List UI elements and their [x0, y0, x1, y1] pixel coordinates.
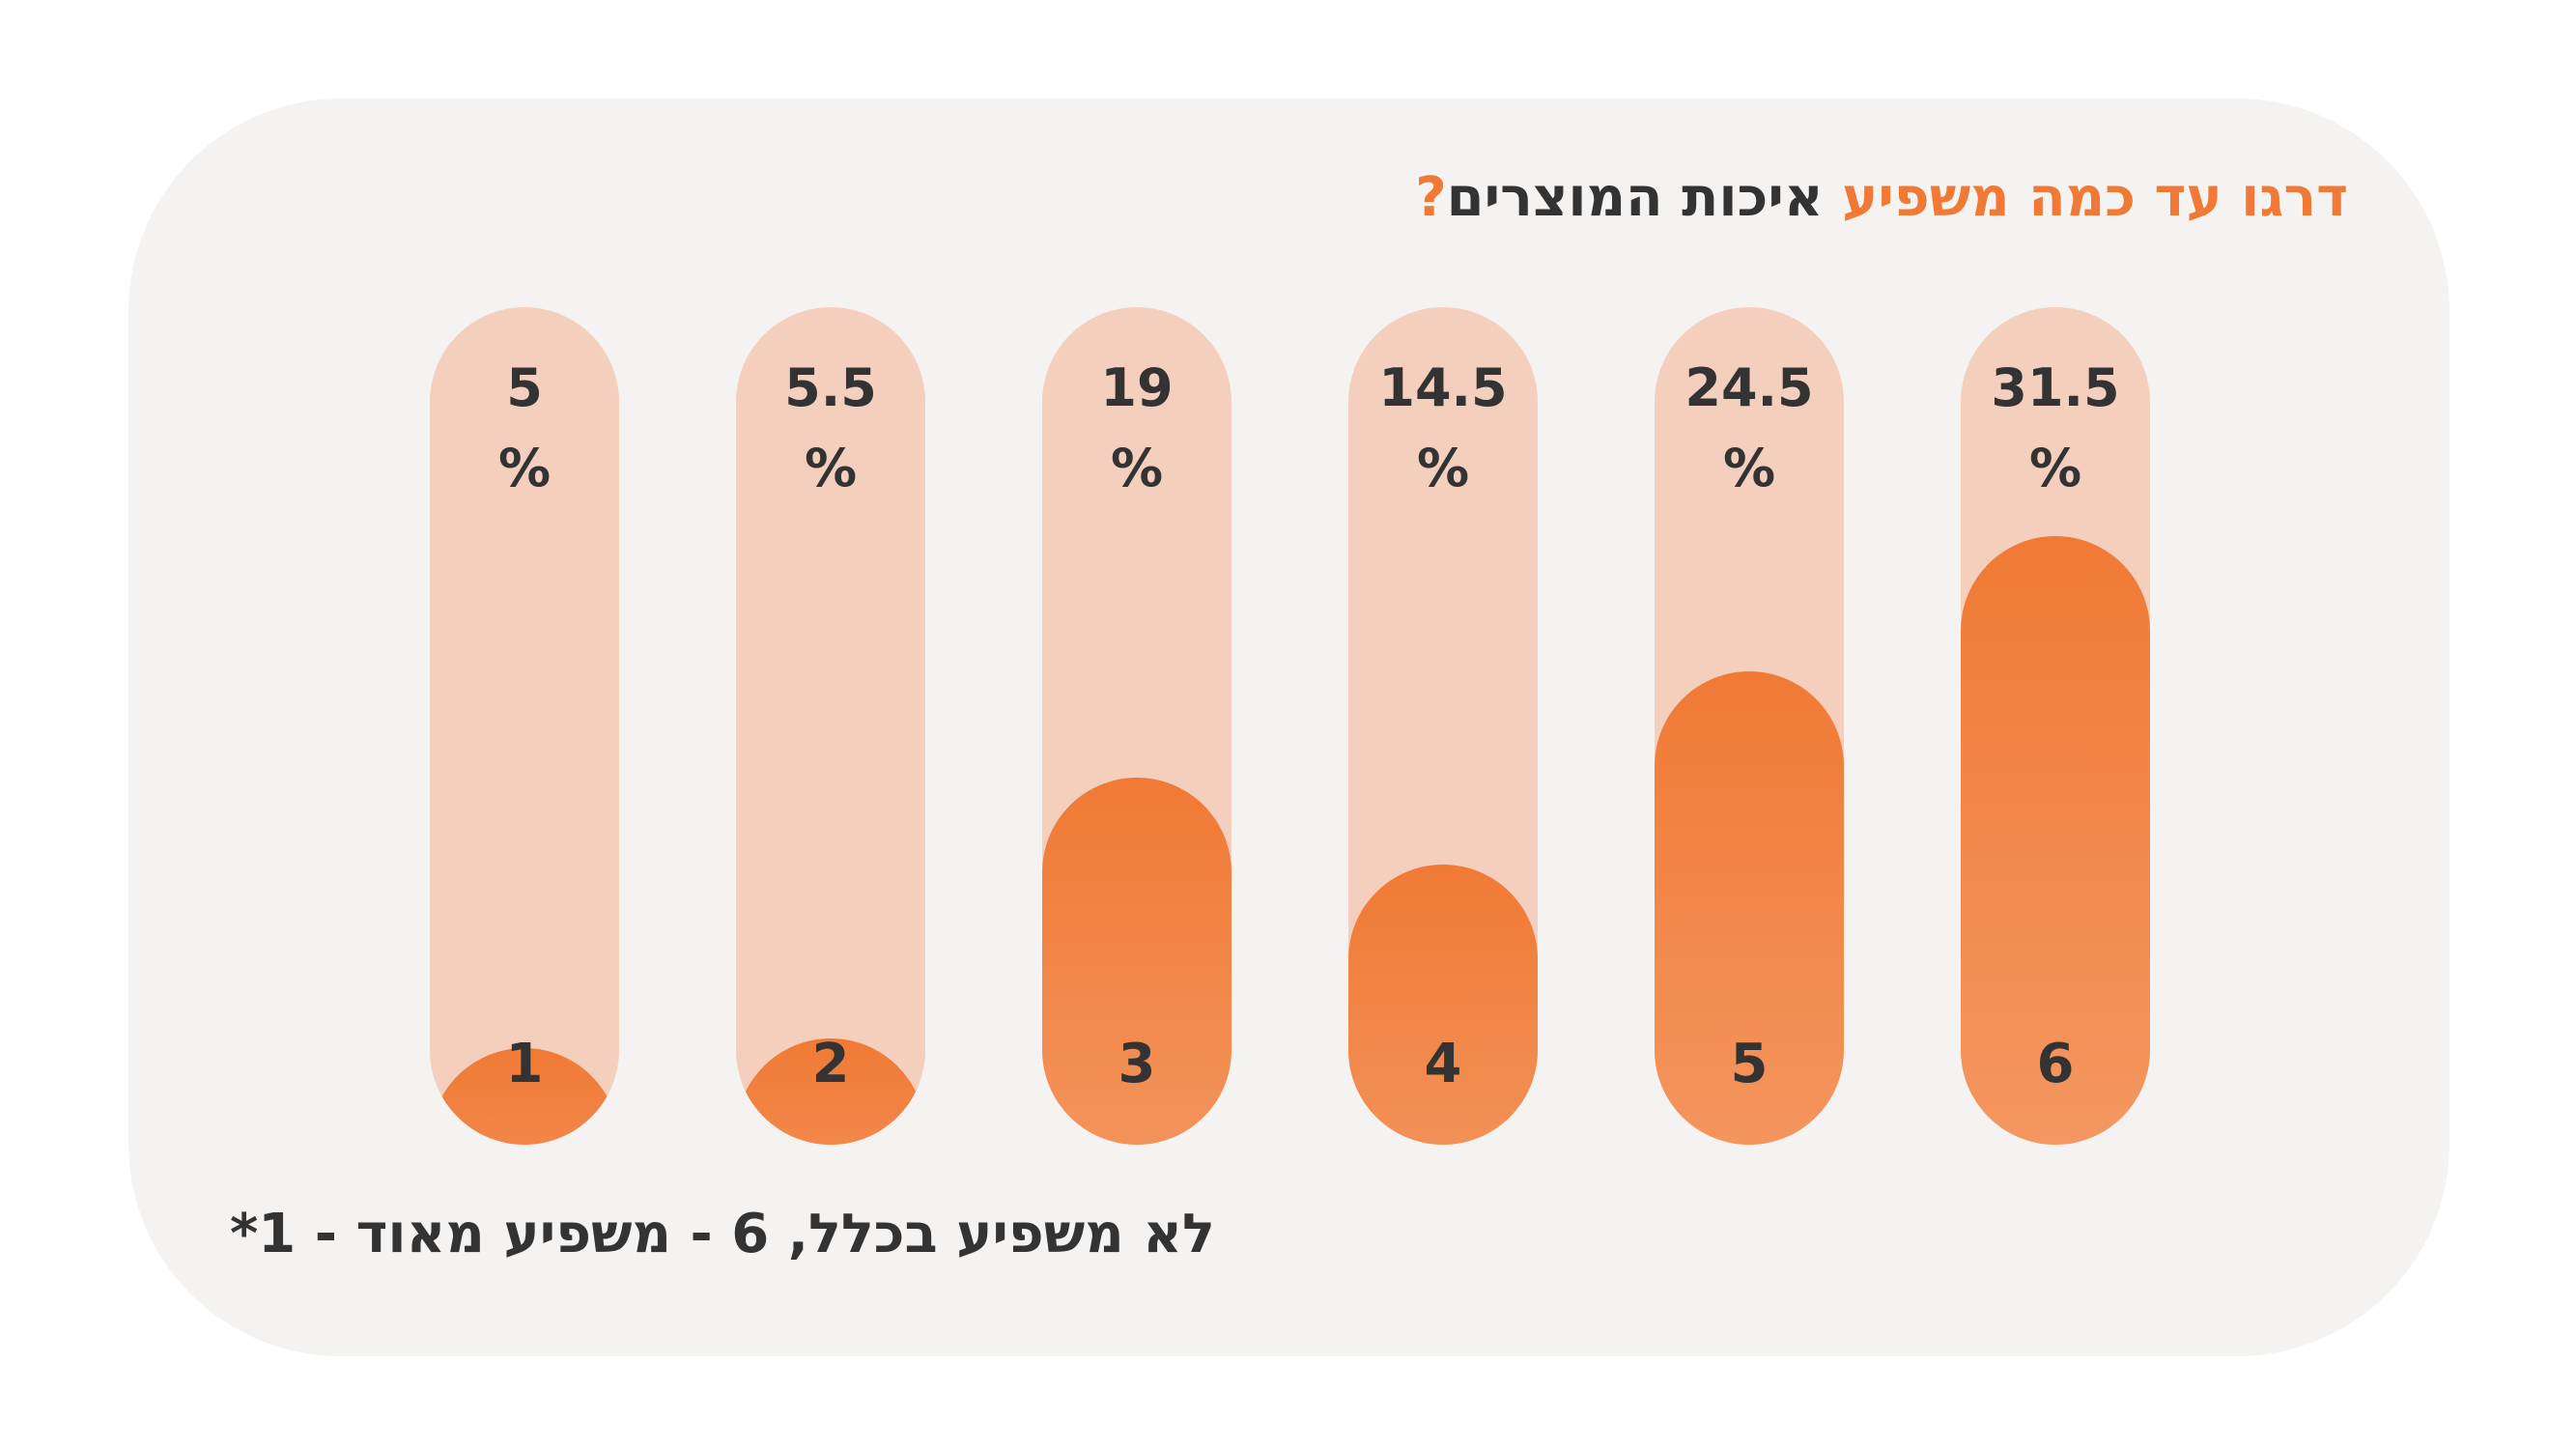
category-label: 5	[1731, 1033, 1769, 1095]
category-label: 1	[506, 1033, 544, 1095]
value-label: 24.5	[1684, 357, 1813, 418]
category-label: 6	[2037, 1033, 2075, 1095]
value-label: 5.5	[784, 357, 877, 418]
bar-4	[1348, 865, 1538, 1145]
chart-title: דרגו עד כמה משפיע איכות המוצרים?	[1415, 166, 2348, 229]
percent-sign: %	[1417, 438, 1469, 498]
bar-3	[1042, 778, 1231, 1145]
bar-6	[1961, 536, 2150, 1145]
percent-sign: %	[805, 438, 857, 498]
value-label: 14.5	[1378, 357, 1507, 418]
scale-footnote: *1 - לא משפיע בכלל, 6 - משפיע מאוד	[230, 1203, 1215, 1265]
bar-1	[430, 1048, 619, 1145]
value-label: 5	[506, 357, 543, 418]
category-label: 2	[812, 1033, 850, 1095]
title-question-mark: ?	[1415, 166, 1447, 229]
bar-track	[736, 307, 925, 1145]
value-label: 31.5	[1991, 357, 2119, 418]
title-rest: איכות המוצרים	[1446, 166, 1843, 229]
percent-sign: %	[1111, 438, 1163, 498]
percent-sign: %	[2029, 438, 2081, 498]
category-label: 3	[1118, 1033, 1156, 1095]
percent-sign: %	[1723, 438, 1775, 498]
title-accent: דרגו עד כמה משפיע	[1842, 166, 2348, 229]
percent-sign: %	[498, 438, 551, 498]
bar-5	[1655, 671, 1844, 1145]
bar-2	[736, 1038, 925, 1145]
value-label: 19	[1100, 357, 1173, 418]
bar-track	[430, 307, 619, 1145]
category-label: 4	[1425, 1033, 1462, 1095]
